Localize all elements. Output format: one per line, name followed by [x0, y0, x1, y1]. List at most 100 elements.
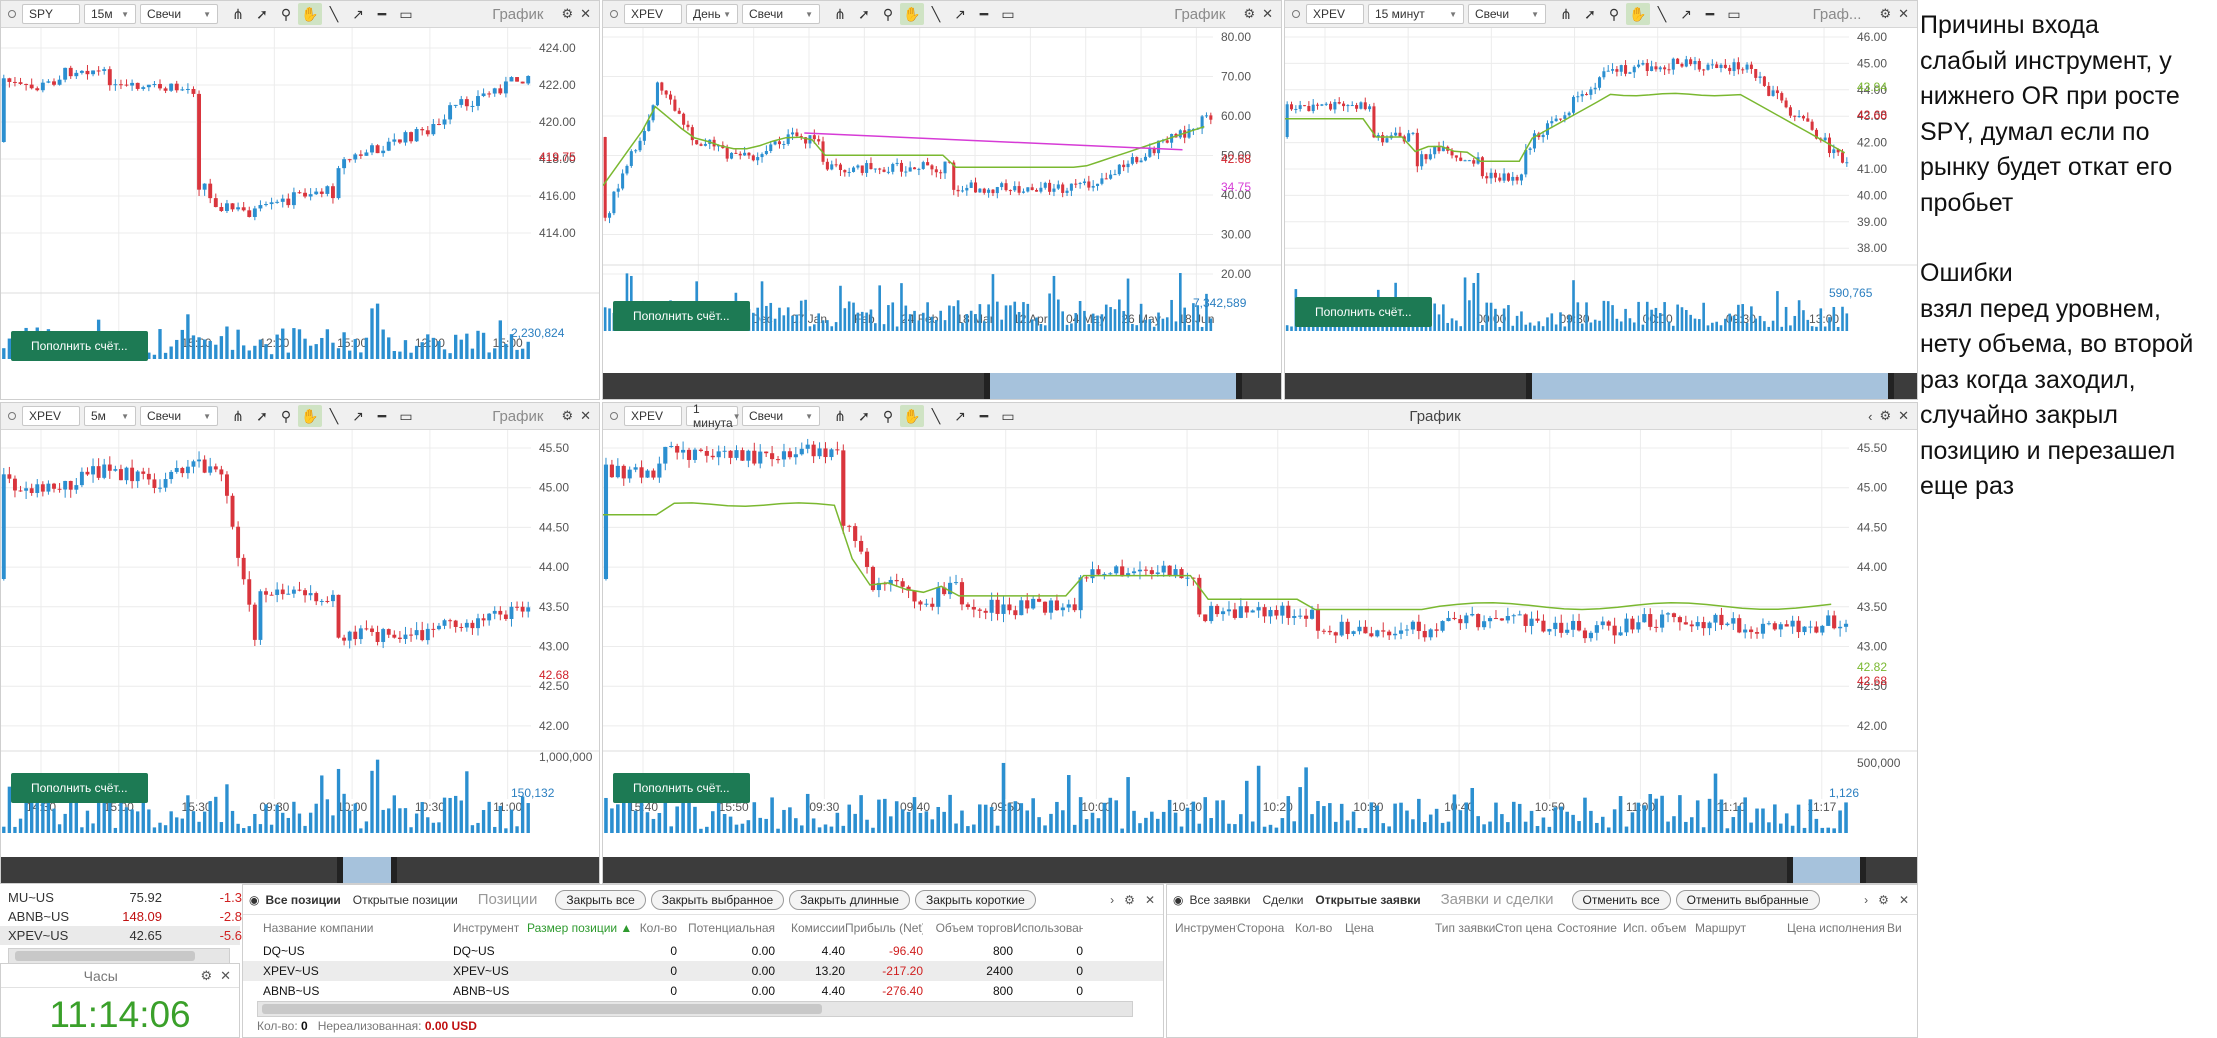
cursor-arrow-icon[interactable]: ➚ — [1584, 5, 1596, 22]
column-header[interactable]: Прибыль (Net) — [845, 921, 923, 935]
close-icon[interactable]: ✕ — [1898, 408, 1909, 423]
table-row[interactable]: ABNB~US ABNB~US 0 0.00 4.40 -276.40 800 0 — [243, 981, 1163, 1001]
pin-icon[interactable] — [1292, 10, 1300, 18]
close-short-button[interactable]: Закрыть короткие — [914, 889, 1036, 910]
symbol-selector[interactable]: XPEV — [624, 406, 682, 426]
gear-icon[interactable]: ⚙ — [200, 967, 213, 983]
close-all-button[interactable]: Закрыть все — [555, 889, 646, 910]
chart-style-selector[interactable]: Свечи ▼ — [742, 406, 820, 426]
crosshair-settings-icon[interactable]: ⋔ — [232, 407, 244, 424]
hand-pan-icon[interactable]: ✋ — [298, 405, 322, 427]
gear-icon[interactable]: ⚙ — [1243, 6, 1256, 21]
close-icon[interactable]: ✕ — [580, 408, 591, 423]
pin-icon[interactable] — [8, 412, 16, 420]
column-header[interactable]: Тип заявки — [1435, 921, 1495, 935]
gear-icon[interactable]: ⚙ — [1879, 6, 1892, 21]
watchlist-scrollbar[interactable] — [8, 948, 230, 964]
crosshair-settings-icon[interactable]: ⋔ — [834, 5, 846, 22]
cancel-all-button[interactable]: Отменить все — [1571, 889, 1671, 910]
magnifier-icon[interactable]: ⚲ — [280, 407, 292, 424]
chevron-right-icon[interactable]: › — [1110, 892, 1115, 907]
column-header[interactable]: Маршрут — [1695, 921, 1747, 935]
rectangle-icon[interactable]: ▭ — [399, 407, 413, 424]
gear-icon[interactable]: ⚙ — [1124, 892, 1135, 907]
close-icon[interactable]: ✕ — [1898, 892, 1909, 907]
interval-selector[interactable]: 15 минут ▼ — [1368, 4, 1464, 24]
symbol-selector[interactable]: XPEV — [1306, 4, 1364, 24]
chart-style-selector[interactable]: Свечи ▼ — [140, 4, 218, 24]
interval-selector[interactable]: 5м ▼ — [84, 406, 136, 426]
scrollbar-thumb[interactable] — [1787, 857, 1867, 883]
close-icon[interactable]: ✕ — [580, 6, 591, 21]
close-icon[interactable]: ✕ — [220, 967, 231, 983]
column-header[interactable]: Состояние — [1557, 921, 1617, 935]
positions-scrollbar[interactable] — [257, 1001, 1133, 1017]
column-header[interactable]: Размер позиции ▲ — [527, 921, 633, 935]
line-draw-icon[interactable]: ╲ — [931, 407, 941, 424]
column-header[interactable]: Кол-во — [639, 921, 677, 935]
column-header[interactable]: Исп. объем — [1623, 921, 1687, 935]
column-header[interactable]: Кол-во — [1295, 921, 1333, 935]
tab-all-orders[interactable]: Все заявки — [1189, 892, 1251, 907]
arrow-up-right-icon[interactable]: ↗ — [954, 407, 966, 424]
scrollbar-thumb[interactable] — [1525, 373, 1894, 399]
line-draw-icon[interactable]: ╲ — [1657, 5, 1667, 22]
gear-icon[interactable]: ⚙ — [1879, 408, 1892, 423]
tab-open-orders[interactable]: Открытые заявки — [1315, 892, 1421, 907]
crosshair-settings-icon[interactable]: ⋔ — [232, 5, 244, 22]
magnifier-icon[interactable]: ⚲ — [280, 5, 292, 22]
cursor-arrow-icon[interactable]: ➚ — [256, 5, 268, 22]
tab-open-positions[interactable]: Открытые позиции — [352, 892, 458, 907]
interval-selector[interactable]: 15м ▼ — [84, 4, 136, 24]
column-header[interactable]: Цена исполнения — [1787, 921, 1885, 935]
deposit-button[interactable]: Пополнить счёт... — [613, 773, 750, 803]
cancel-selected-button[interactable]: Отменить выбранные — [1675, 889, 1820, 910]
table-row[interactable]: XPEV~US XPEV~US 0 0.00 13.20 -217.20 2400 0 — [243, 961, 1163, 981]
chart-style-selector[interactable]: Свечи ▼ — [742, 4, 820, 24]
tab-deals[interactable]: Сделки — [1262, 892, 1304, 907]
gear-icon[interactable]: ⚙ — [561, 6, 574, 21]
deposit-button[interactable]: Пополнить счёт... — [11, 331, 148, 361]
chevron-left-icon[interactable]: ‹ — [1868, 408, 1873, 424]
column-header[interactable]: Цена — [1345, 921, 1374, 935]
chart-time-scrollbar[interactable] — [1285, 373, 1917, 399]
rectangle-icon[interactable]: ▭ — [1001, 407, 1015, 424]
hline-icon[interactable]: ━ — [377, 407, 387, 424]
scrollbar-thumb[interactable] — [337, 857, 397, 883]
hline-icon[interactable]: ━ — [979, 5, 989, 22]
column-header[interactable]: Название компании — [263, 921, 374, 935]
hand-pan-icon[interactable]: ✋ — [900, 3, 924, 25]
column-header[interactable]: Инструмент — [453, 921, 520, 935]
column-header[interactable]: Сторона — [1237, 921, 1285, 935]
chart-style-selector[interactable]: Свечи ▼ — [140, 406, 218, 426]
deposit-button[interactable]: Пополнить счёт... — [11, 773, 148, 803]
arrow-up-right-icon[interactable]: ↗ — [954, 5, 966, 22]
gear-icon[interactable]: ⚙ — [561, 408, 574, 423]
arrow-up-right-icon[interactable]: ↗ — [352, 5, 364, 22]
cursor-arrow-icon[interactable]: ➚ — [256, 407, 268, 424]
close-long-button[interactable]: Закрыть длинные — [789, 889, 910, 910]
pin-icon[interactable] — [8, 10, 16, 18]
table-row[interactable]: DQ~US DQ~US 0 0.00 4.40 -96.40 800 0 — [243, 941, 1163, 961]
magnifier-icon[interactable]: ⚲ — [882, 5, 894, 22]
line-draw-icon[interactable]: ╲ — [931, 5, 941, 22]
gear-icon[interactable]: ⚙ — [1878, 892, 1889, 907]
rectangle-icon[interactable]: ▭ — [1727, 5, 1741, 22]
hand-pan-icon[interactable]: ✋ — [298, 3, 322, 25]
crosshair-settings-icon[interactable]: ⋔ — [834, 407, 846, 424]
arrow-up-right-icon[interactable]: ↗ — [1680, 5, 1692, 22]
close-icon[interactable]: ✕ — [1144, 892, 1155, 907]
magnifier-icon[interactable]: ⚲ — [1608, 5, 1620, 22]
hline-icon[interactable]: ━ — [377, 5, 387, 22]
cursor-arrow-icon[interactable]: ➚ — [858, 407, 870, 424]
chart-time-scrollbar[interactable] — [1, 857, 599, 883]
cursor-arrow-icon[interactable]: ➚ — [858, 5, 870, 22]
symbol-selector[interactable]: SPY — [22, 4, 80, 24]
tab-all-positions[interactable]: Все позиции — [265, 892, 341, 907]
column-header[interactable]: Объем торгов — [935, 921, 1013, 935]
close-icon[interactable]: ✕ — [1262, 6, 1273, 21]
line-draw-icon[interactable]: ╲ — [329, 407, 339, 424]
crosshair-settings-icon[interactable]: ⋔ — [1560, 5, 1572, 22]
scrollbar-thumb[interactable] — [983, 373, 1243, 399]
